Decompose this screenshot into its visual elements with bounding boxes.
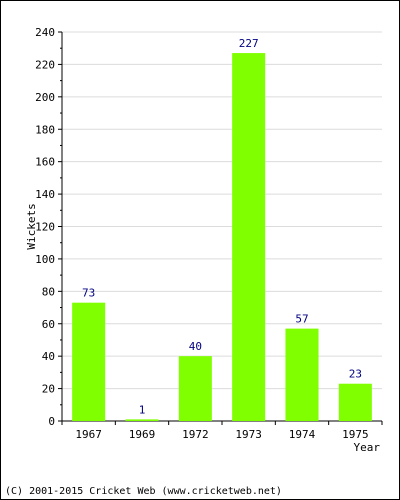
- y-tick-label: 140: [35, 188, 55, 201]
- bar: [178, 356, 212, 421]
- y-axis-label: Wickets: [25, 203, 38, 249]
- y-tick-label: 80: [42, 285, 55, 298]
- x-tick-label: 1974: [289, 428, 316, 441]
- y-tick-label: 200: [35, 91, 55, 104]
- bar: [338, 383, 372, 421]
- data-label: 1: [139, 403, 146, 416]
- y-tick-label: 20: [42, 383, 55, 396]
- x-tick-label: 1973: [235, 428, 262, 441]
- y-tick-label: 120: [35, 221, 55, 234]
- bar: [125, 419, 159, 421]
- copyright-text: (C) 2001-2015 Cricket Web (www.cricketwe…: [5, 486, 282, 497]
- x-tick-label: 1969: [129, 428, 156, 441]
- x-axis-label: Year: [354, 441, 381, 454]
- bar: [232, 53, 266, 422]
- bar: [285, 328, 319, 421]
- x-tick-label: 1967: [75, 428, 102, 441]
- y-tick-label: 240: [35, 26, 55, 39]
- data-label: 57: [295, 313, 308, 326]
- x-tick-label: 1972: [182, 428, 209, 441]
- y-tick-label: 0: [48, 415, 55, 428]
- y-tick-label: 60: [42, 318, 55, 331]
- data-label: 40: [189, 340, 202, 353]
- data-label: 73: [82, 287, 95, 300]
- data-label: 227: [239, 37, 259, 50]
- x-tick-label: 1975: [342, 428, 369, 441]
- y-tick-label: 220: [35, 58, 55, 71]
- y-tick-label: 160: [35, 156, 55, 169]
- y-tick-label: 100: [35, 253, 55, 266]
- data-label: 23: [349, 368, 362, 381]
- bar-chart: 0204060801001201401601802002202407319671…: [25, 26, 383, 454]
- y-tick-label: 180: [35, 123, 55, 136]
- y-tick-label: 40: [42, 350, 55, 363]
- bar: [72, 302, 106, 421]
